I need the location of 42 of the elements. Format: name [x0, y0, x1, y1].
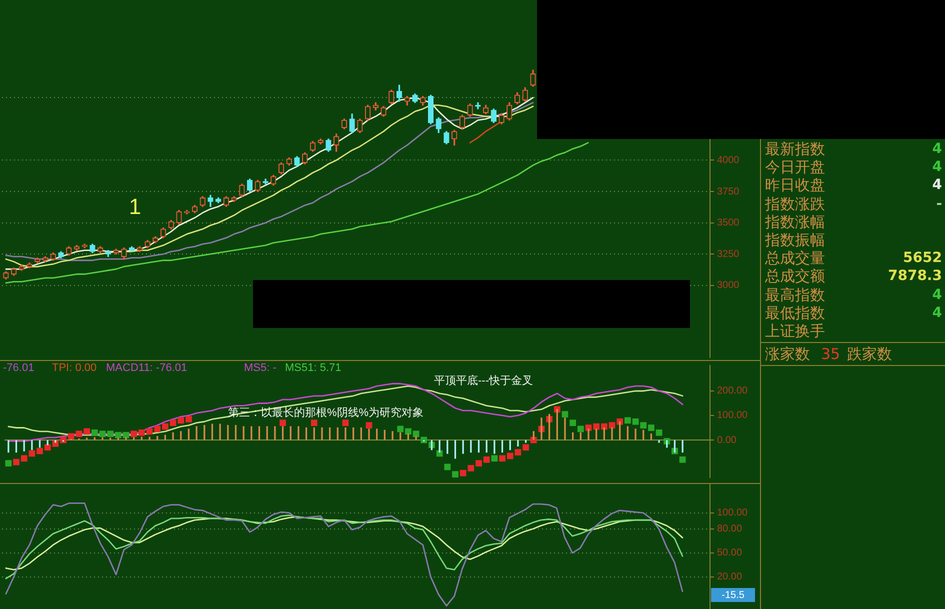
text: 跌家数 [847, 345, 892, 364]
text: 4 [932, 304, 942, 321]
category-label: 最高指数 [765, 286, 825, 304]
category-label: 上证换手 [765, 322, 825, 340]
category-label: 指数涨跌 [765, 194, 825, 213]
y-tick-label: 50.00 [717, 548, 742, 559]
category-label: 指数振幅 [765, 231, 825, 249]
category-label: 最新指数 [765, 140, 825, 158]
text: 5652 [903, 250, 942, 266]
category-label: 最低指数 [765, 304, 825, 322]
y-tick-label: 100.00 [717, 410, 748, 422]
annotation: 平顶平底---快于金叉 [434, 374, 533, 388]
text: 4 [932, 286, 942, 303]
annotation: 1 [128, 194, 142, 220]
text: -15.5 [722, 590, 745, 601]
category-label: 总成交量 [765, 249, 825, 268]
y-tick-label: 3000 [717, 280, 740, 292]
annotation: MS51: 5.71 [285, 362, 342, 374]
text: 4 [932, 141, 942, 157]
text: 4 [932, 159, 942, 176]
y-tick-label: 80.00 [717, 524, 742, 535]
text: 涨家数 [765, 345, 810, 364]
text: 7878.3 [888, 268, 942, 284]
annotation: -76.01 [3, 362, 34, 374]
category-label: 指数涨幅 [765, 212, 825, 231]
y-tick-label: 100.00 [717, 508, 748, 519]
category-label: 总成交额 [765, 267, 825, 286]
annotation: MS5: - [244, 362, 277, 374]
y-tick-label: 3250 [717, 248, 740, 260]
text: - [936, 196, 942, 212]
text: 35 [821, 345, 840, 364]
category-label: 昨日收盘 [765, 176, 825, 194]
y-tick-label: 3500 [717, 218, 740, 229]
annotation: TPI: 0.00 [52, 362, 97, 374]
category-label: 今日开盘 [765, 158, 825, 176]
y-tick-label: 200.00 [717, 386, 748, 397]
y-tick-label: 4000 [717, 154, 740, 166]
y-tick-label: 3750 [717, 186, 740, 198]
y-tick-label: 20.00 [717, 572, 742, 583]
annotation: MACD11: -76.01 [106, 362, 188, 374]
y-tick-label: 0.00 [717, 434, 737, 446]
text: 4 [932, 177, 942, 194]
